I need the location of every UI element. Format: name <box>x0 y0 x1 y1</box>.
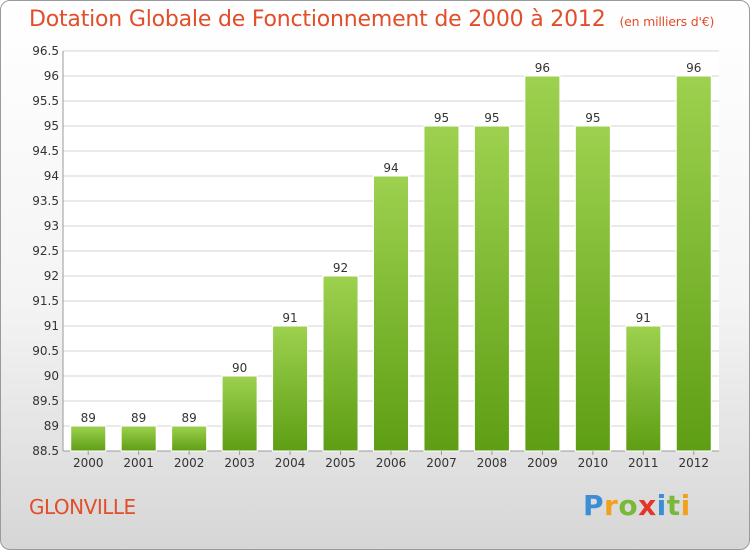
bar <box>272 325 309 452</box>
y-tick-label: 88.5 <box>32 444 59 458</box>
chart-title-text: Dotation Globale de Fonctionnement de 20… <box>29 7 606 32</box>
x-tick-label: 2008 <box>477 456 508 470</box>
y-tick-label: 93 <box>44 219 59 233</box>
x-tick-label: 2005 <box>325 456 356 470</box>
data-label: 95 <box>484 111 499 125</box>
chart-title: Dotation Globale de Fonctionnement de 20… <box>29 7 714 32</box>
y-tick-label: 94 <box>44 169 59 183</box>
data-label: 89 <box>182 411 197 425</box>
data-label: 89 <box>131 411 146 425</box>
data-label: 89 <box>81 411 96 425</box>
data-label: 92 <box>333 261 348 275</box>
bar <box>120 425 157 452</box>
data-label: 91 <box>636 311 651 325</box>
bar <box>70 425 107 452</box>
proxiti-logo: Proxiti <box>583 489 691 522</box>
data-label: 95 <box>434 111 449 125</box>
y-tick-label: 95 <box>44 119 59 133</box>
x-tick-label: 2011 <box>628 456 659 470</box>
data-label: 91 <box>282 311 297 325</box>
y-tick-label: 92.5 <box>32 244 59 258</box>
x-tick-label: 2001 <box>123 456 154 470</box>
data-label: 95 <box>585 111 600 125</box>
chart-unit: (en milliers d'€) <box>619 14 715 29</box>
data-label: 96 <box>686 61 701 75</box>
y-tick-label: 90.5 <box>32 344 59 358</box>
x-tick-label: 2012 <box>678 456 709 470</box>
x-tick-label: 2000 <box>73 456 104 470</box>
x-tick-label: 2002 <box>174 456 205 470</box>
data-label: 90 <box>232 361 247 375</box>
y-tick-label: 90 <box>44 369 59 383</box>
y-tick-label: 96 <box>44 69 59 83</box>
y-tick-label: 93.5 <box>32 194 59 208</box>
commune-name: GLONVILLE <box>29 495 136 519</box>
x-tick-label: 2006 <box>376 456 407 470</box>
x-tick-label: 2004 <box>275 456 306 470</box>
y-tick-label: 95.5 <box>32 94 59 108</box>
y-tick-label: 94.5 <box>32 144 59 158</box>
bar <box>423 125 460 452</box>
y-tick-label: 89.5 <box>32 394 59 408</box>
data-label: 96 <box>535 61 550 75</box>
y-tick-label: 96.5 <box>32 44 59 58</box>
bar <box>574 125 611 452</box>
y-tick-label: 89 <box>44 419 59 433</box>
bar <box>171 425 208 452</box>
x-tick-label: 2009 <box>527 456 558 470</box>
x-tick-label: 2003 <box>224 456 255 470</box>
bar <box>675 75 712 452</box>
y-tick-label: 91 <box>44 319 59 333</box>
bar <box>524 75 561 452</box>
bar <box>473 125 510 452</box>
y-tick-label: 92 <box>44 269 59 283</box>
bar <box>322 275 359 452</box>
bar <box>221 375 258 452</box>
bar <box>625 325 662 452</box>
x-tick-label: 2010 <box>578 456 609 470</box>
y-tick-label: 91.5 <box>32 294 59 308</box>
bar <box>373 175 409 452</box>
x-tick-label: 2007 <box>426 456 457 470</box>
data-label: 94 <box>383 161 398 175</box>
